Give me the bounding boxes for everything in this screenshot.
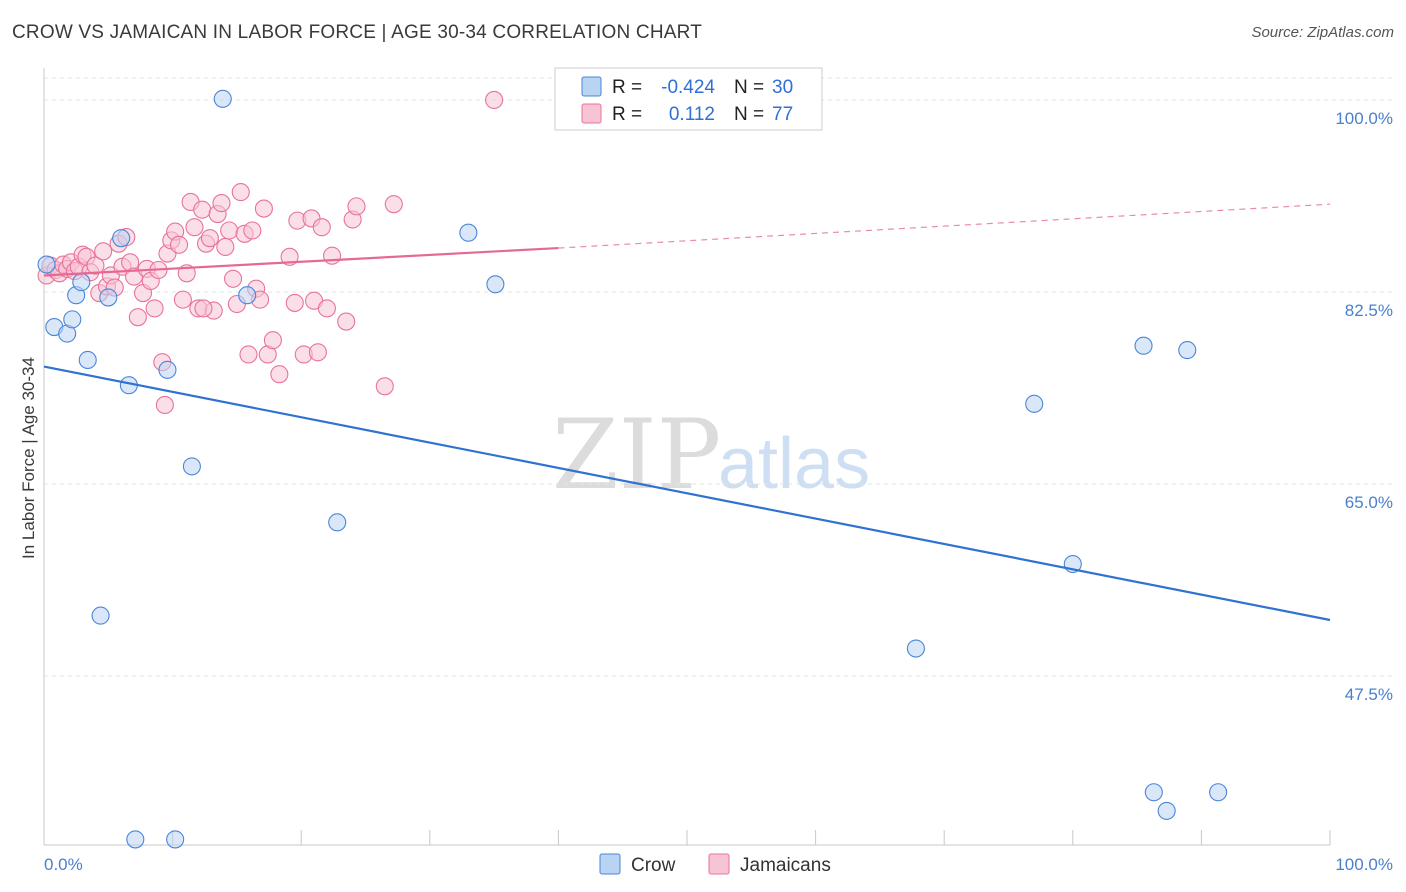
y-tick-label-1: 82.5% <box>1345 301 1393 320</box>
jamaicans-point-72 <box>347 197 366 216</box>
crow-point-21 <box>1025 394 1044 413</box>
crow-point-23 <box>1134 336 1153 355</box>
jamaicans-point-30 <box>155 395 174 414</box>
jamaicans-point-67 <box>312 218 331 237</box>
crow-points <box>37 89 1228 849</box>
crow-point-17 <box>328 513 347 532</box>
crow-r-value: -0.424 <box>661 77 715 98</box>
jamaicans-point-56 <box>254 199 273 218</box>
crow-point-24 <box>1144 783 1163 802</box>
jamaicans-point-53 <box>243 221 262 240</box>
jamaicans-point-27 <box>145 299 164 318</box>
x-ticks <box>43 830 1331 845</box>
crow-point-14 <box>182 457 201 476</box>
jamaicans-point-35 <box>173 290 192 309</box>
jamaicans-point-70 <box>337 312 356 331</box>
jamaicans-n-value: 77 <box>772 104 793 125</box>
crow-point-7 <box>91 606 110 625</box>
series-legend: Crow Jamaicans <box>599 853 831 876</box>
crow-point-3 <box>63 310 82 329</box>
y-tick-label-2: 65.0% <box>1345 493 1393 512</box>
jamaicans-point-42 <box>200 229 219 248</box>
crow-point-20 <box>906 639 925 658</box>
jamaicans-point-46 <box>216 237 235 257</box>
crow-trend-line <box>43 365 1331 622</box>
jamaicans-point-59 <box>270 365 289 384</box>
jamaicans-point-75 <box>485 90 504 109</box>
jamaicans-point-52 <box>239 345 258 364</box>
watermark-atlas: atlas <box>718 424 870 504</box>
legend-jamaicans-swatch <box>708 853 730 875</box>
jamaicans-r-value: 0.112 <box>669 104 715 125</box>
legend-crow-swatch <box>599 853 621 875</box>
jamaicans-point-50 <box>231 183 250 202</box>
jamaicans-point-66 <box>308 343 327 362</box>
jamaicans-point-73 <box>375 377 394 396</box>
legend-crow-label: Crow <box>631 855 676 876</box>
jamaicans-point-23 <box>128 308 147 327</box>
crow-point-0 <box>37 255 56 274</box>
crow-r-label: R = <box>612 77 642 98</box>
x-tick-label-min: 0.0% <box>44 855 83 874</box>
gridlines <box>44 77 1393 677</box>
watermark-zip: ZIP <box>552 399 721 511</box>
jamaicans-trend-extension <box>558 203 1331 249</box>
y-tick-label-3: 47.5% <box>1345 685 1393 704</box>
y-tick-label-0: 100.0% <box>1335 109 1393 128</box>
crow-point-11 <box>126 830 145 849</box>
stats-legend: R = -0.424 N = 30 R = 0.112 N = 77 <box>554 67 823 131</box>
jamaicans-point-74 <box>384 195 403 214</box>
trend-lines <box>43 203 1331 622</box>
crow-point-19 <box>486 275 505 294</box>
crow-point-15 <box>213 89 232 108</box>
x-tick-label-max: 100.0% <box>1335 855 1393 874</box>
jamaicans-point-47 <box>220 221 239 240</box>
crow-n-value: 30 <box>772 77 793 98</box>
jamaicans-point-40 <box>193 200 212 219</box>
source-label: Source: ZipAtlas.com <box>1251 24 1394 41</box>
y-tick-labels: 100.0% 82.5% 65.0% 47.5% <box>1335 109 1393 704</box>
legend-jamaicans-label: Jamaicans <box>740 855 831 876</box>
jamaicans-point-76 <box>194 299 213 318</box>
crow-point-18 <box>459 223 478 242</box>
jamaicans-point-12 <box>86 256 105 275</box>
jamaicans-point-34 <box>169 235 189 254</box>
crow-point-27 <box>1209 783 1228 802</box>
jamaicans-point-58 <box>263 331 282 350</box>
jamaicans-point-61 <box>285 293 304 312</box>
jamaicans-point-45 <box>212 194 231 213</box>
chart-title: CROW VS JAMAICAN IN LABOR FORCE | AGE 30… <box>12 22 703 43</box>
jamaicans-r-label: R = <box>612 104 642 125</box>
jamaicans-swatch <box>581 103 602 124</box>
jamaicans-point-69 <box>323 246 342 265</box>
jamaicans-point-48 <box>223 269 243 288</box>
y-axis-label: In Labor Force | Age 30-34 <box>19 357 38 559</box>
jamaicans-n-label: N = <box>734 104 764 125</box>
crow-point-16 <box>238 286 257 305</box>
crow-point-12 <box>158 360 177 379</box>
crow-point-6 <box>78 350 97 370</box>
crow-point-5 <box>72 273 91 292</box>
crow-n-label: N = <box>734 77 764 98</box>
jamaicans-point-38 <box>185 218 204 237</box>
crow-swatch <box>581 76 602 97</box>
crow-point-25 <box>1157 801 1176 820</box>
jamaicans-trend-line <box>43 246 559 277</box>
crow-point-13 <box>166 830 185 849</box>
jamaicans-point-68 <box>317 299 336 318</box>
crow-point-8 <box>99 288 118 307</box>
jamaicans-point-14 <box>94 242 113 261</box>
jamaicans-points <box>37 90 504 414</box>
crow-point-26 <box>1178 341 1197 360</box>
crow-point-9 <box>112 229 131 248</box>
